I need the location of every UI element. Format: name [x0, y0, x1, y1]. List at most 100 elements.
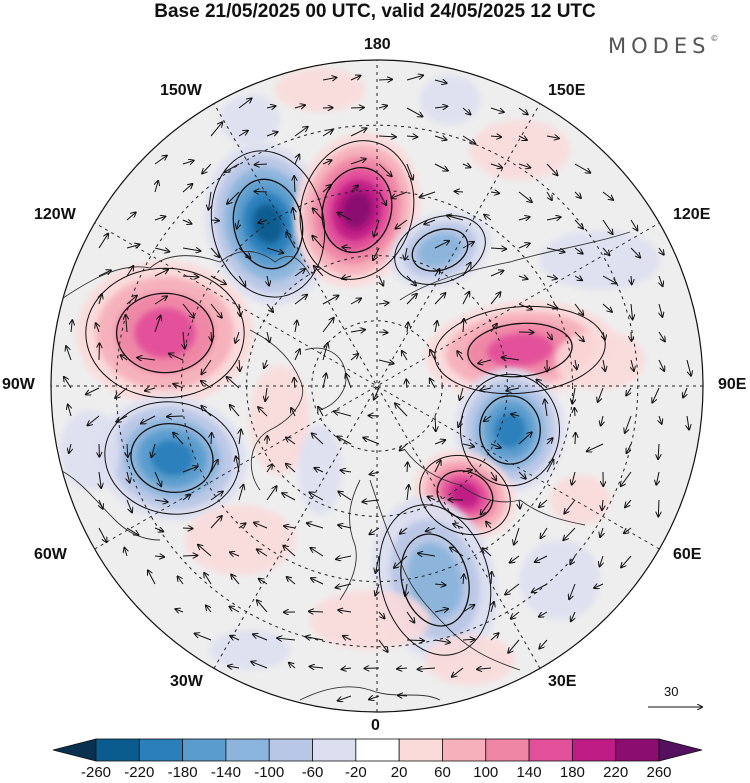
- minor-anomaly-patch: [185, 505, 295, 575]
- wind-arrow: [435, 415, 436, 431]
- coastline-path: [399, 231, 631, 301]
- lon-label-60e: 60E: [673, 546, 702, 563]
- wind-arrow: [86, 387, 100, 394]
- wind-arrow: [230, 552, 240, 556]
- wind-arrow: [435, 269, 439, 277]
- brand-logo: MODES©: [608, 34, 718, 58]
- colorbar-tick-label: -20: [345, 764, 367, 781]
- wind-arrow: [155, 181, 158, 193]
- wind-arrow: [266, 464, 272, 473]
- colorbar-tick-label: 20: [390, 764, 408, 781]
- wind-arrow: [369, 527, 380, 534]
- wind-arrow: [546, 247, 564, 252]
- minor-anomaly-patch: [550, 475, 610, 525]
- wind-arrow: [652, 387, 660, 403]
- colorbar-swatch: [398, 738, 443, 762]
- wind-arrow: [480, 388, 492, 390]
- wind-arrow: [289, 663, 296, 669]
- wind-arrow: [238, 247, 250, 258]
- wind-arrow: [395, 403, 408, 417]
- wind-arrow: [99, 471, 101, 488]
- wind-arrow: [434, 440, 445, 444]
- wind-arrow: [659, 275, 663, 286]
- wind-arrow: [571, 611, 575, 621]
- wind-arrow: [460, 387, 463, 400]
- wind-arrow: [434, 241, 449, 249]
- wind-arrow: [96, 323, 99, 333]
- wind-arrow: [201, 381, 212, 389]
- coastlines: [59, 231, 631, 701]
- wind-arrow: [126, 315, 127, 333]
- wind-arrow: [173, 433, 184, 445]
- wind-arrow: [178, 576, 184, 585]
- wind-arrow: [254, 191, 268, 192]
- lon-label-30w: 30W: [170, 673, 203, 690]
- wind-arrow: [306, 637, 324, 640]
- wind-arrow: [621, 555, 632, 567]
- wind-arrow: [182, 248, 200, 251]
- wind-arrow: [173, 384, 184, 388]
- wind-arrow: [154, 156, 167, 165]
- wind-arrow: [535, 555, 548, 562]
- colorbar-swatch: [355, 738, 400, 762]
- wind-arrow: [519, 499, 520, 509]
- lon-label-120w: 120W: [34, 206, 76, 223]
- wind-arrow: [293, 208, 295, 221]
- wind-arrow: [630, 219, 637, 230]
- wind-arrow: [477, 668, 492, 669]
- wind-arrow: [462, 135, 475, 144]
- wind-arrow: [455, 191, 464, 192]
- anomaly-high-north-america: [77, 261, 253, 405]
- wind-arrow: [342, 247, 352, 248]
- colorbar-swatch: [268, 738, 313, 762]
- wind-arrow: [462, 242, 474, 249]
- wind-arrow: [631, 359, 634, 371]
- wind-arrow: [490, 271, 503, 277]
- wind-arrow: [154, 270, 168, 277]
- wind-arrow: [505, 583, 520, 595]
- wind-arrow: [462, 292, 469, 305]
- wind-arrow: [238, 98, 252, 109]
- wind-arrow: [154, 296, 167, 305]
- wind-arrow: [490, 107, 504, 112]
- wind-arrow: [518, 471, 526, 479]
- contour-low-europe: [378, 504, 492, 656]
- wind-arrow: [574, 303, 583, 315]
- wind-arrow: [68, 405, 71, 417]
- wind-arrow: [602, 247, 609, 255]
- contour-high-north-america: [85, 267, 245, 399]
- wind-arrow: [572, 387, 575, 404]
- wind-arrow: [337, 437, 352, 445]
- wind-arrow: [463, 319, 464, 333]
- wind-arrow: [572, 471, 575, 485]
- wind-arrow: [659, 303, 662, 317]
- wind-arrow: [463, 574, 464, 585]
- coastline-path: [249, 329, 304, 491]
- wind-arrow: [87, 415, 100, 425]
- wind-arrow: [182, 303, 194, 318]
- minor-anomaly-patch: [60, 410, 120, 490]
- wind-arrow: [338, 695, 352, 701]
- minor-anomaly-patch: [425, 635, 515, 685]
- wind-arrow: [434, 80, 447, 83]
- wind-arrow: [69, 443, 71, 453]
- wind-arrow: [630, 247, 640, 258]
- wind-arrow: [483, 548, 492, 557]
- wind-arrow: [313, 208, 324, 221]
- wind-arrow: [239, 359, 240, 371]
- wind-arrow: [154, 216, 165, 220]
- wind-arrow: [210, 491, 223, 501]
- wind-arrow: [600, 555, 603, 566]
- wind-arrow: [294, 176, 295, 193]
- colorbar-swatch: [528, 738, 573, 762]
- wind-arrow: [124, 548, 127, 557]
- wind-arrow: [686, 359, 691, 376]
- minor-anomaly-patch: [210, 630, 290, 670]
- coastline-path: [369, 479, 521, 671]
- anomaly-low-north-atlantic-west: [97, 395, 247, 521]
- wind-arrow: [536, 380, 548, 389]
- wind-arrow: [195, 634, 212, 641]
- wind-arrow: [322, 185, 331, 193]
- wind-arrow: [545, 399, 547, 417]
- wind-arrow: [574, 163, 590, 173]
